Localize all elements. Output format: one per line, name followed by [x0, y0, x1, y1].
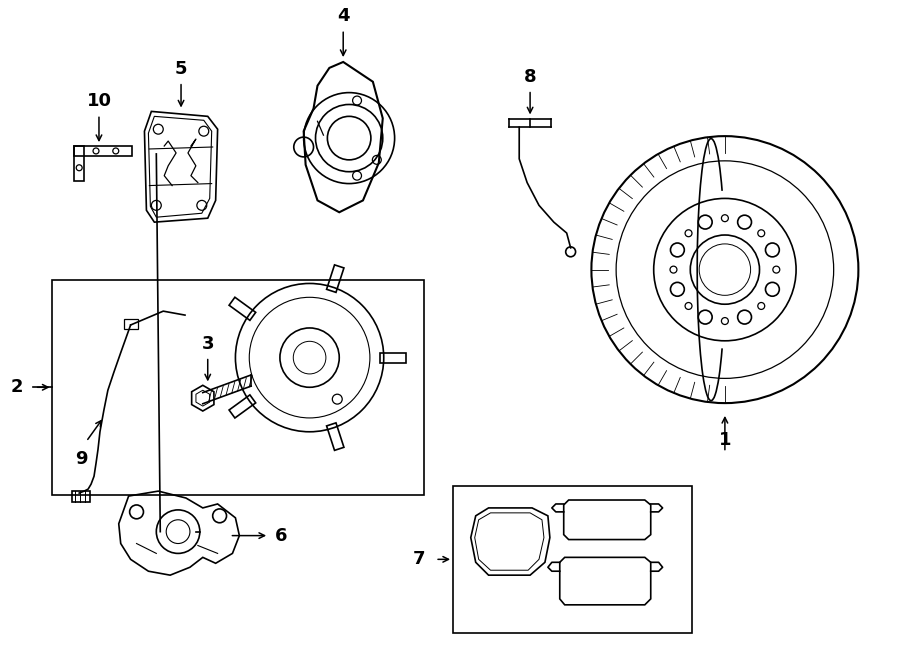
Text: 7: 7: [413, 551, 426, 568]
Bar: [74, 146, 131, 156]
Bar: [52, 280, 424, 495]
Text: 1: 1: [718, 430, 731, 449]
Text: 6: 6: [275, 527, 287, 545]
Text: 10: 10: [86, 93, 112, 110]
Bar: [453, 486, 692, 633]
Text: 9: 9: [75, 449, 87, 467]
Text: 2: 2: [10, 378, 22, 397]
Text: 3: 3: [202, 334, 214, 353]
Text: 5: 5: [175, 59, 187, 78]
Bar: [123, 319, 138, 329]
Bar: [74, 146, 84, 180]
Text: 8: 8: [524, 67, 536, 86]
Bar: [72, 491, 90, 502]
Text: 4: 4: [337, 7, 349, 25]
